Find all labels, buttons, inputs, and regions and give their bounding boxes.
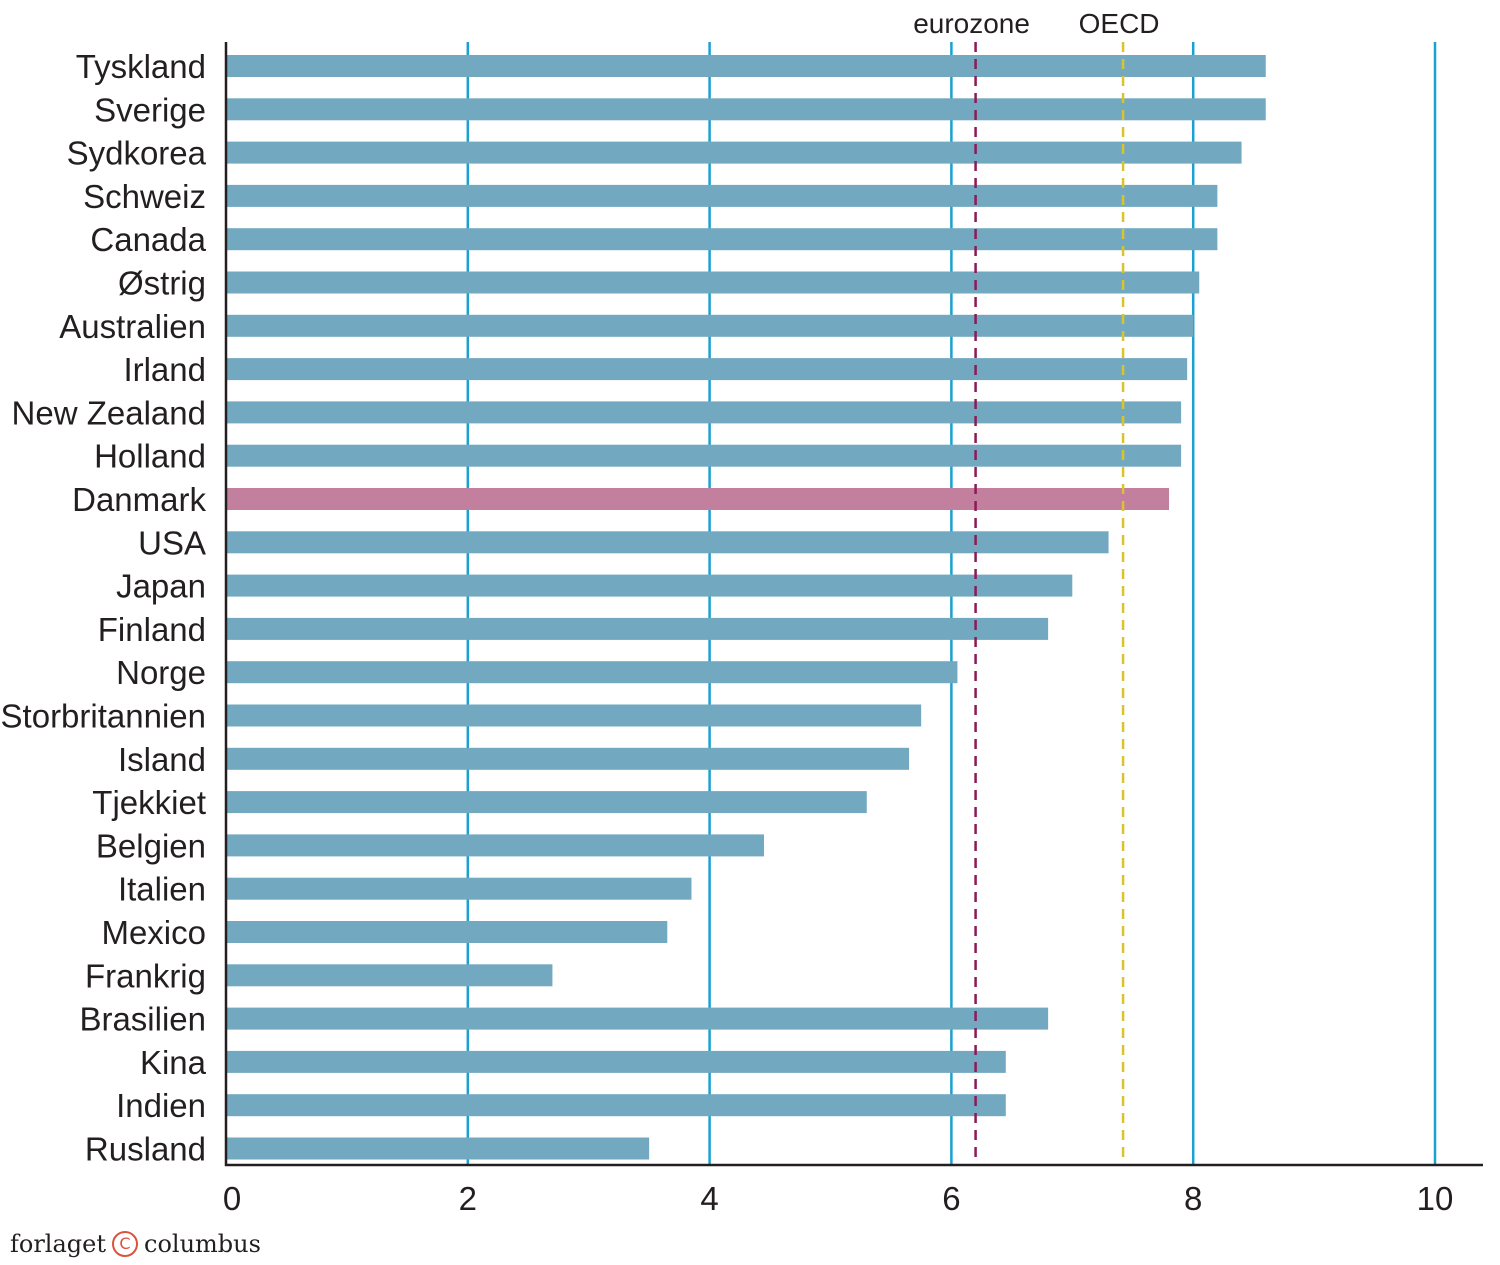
category-label: New Zealand: [12, 394, 206, 431]
publisher-footer: forlaget C columbus: [10, 1230, 261, 1258]
x-tick-label: 2: [459, 1180, 477, 1217]
bar-frankrig: [226, 964, 553, 987]
bar-australien: [226, 314, 1194, 337]
bar-island: [226, 747, 910, 770]
category-label: Frankrig: [85, 957, 206, 994]
category-label: Canada: [90, 221, 206, 258]
bar-italien: [226, 877, 692, 900]
category-label: Norge: [116, 654, 206, 691]
category-label: Australien: [59, 308, 206, 345]
category-label: Italien: [118, 871, 206, 908]
bar-schweiz: [226, 184, 1218, 207]
category-label: Sydkorea: [67, 135, 207, 172]
x-tick-label: 6: [942, 1180, 960, 1217]
copyright-icon: C: [112, 1231, 138, 1257]
category-label: Tyskland: [76, 48, 206, 85]
bar-finland: [226, 617, 1049, 640]
bar-kina: [226, 1050, 1006, 1073]
category-label: Storbritannien: [1, 698, 206, 735]
x-tick-label: 0: [223, 1180, 241, 1217]
bar-canada: [226, 228, 1218, 251]
category-label: Kina: [140, 1044, 207, 1081]
category-label: Sverige: [94, 91, 206, 128]
bar-holland: [226, 444, 1182, 467]
bar-indien: [226, 1094, 1006, 1117]
publisher-name-left: forlaget: [10, 1230, 106, 1258]
category-label: Island: [118, 741, 206, 778]
bar-sydkorea: [226, 141, 1242, 164]
category-label: USA: [138, 524, 206, 561]
category-label: Holland: [94, 438, 206, 475]
bar-norge: [226, 661, 958, 684]
category-label: Irland: [123, 351, 206, 388]
bar-belgien: [226, 834, 765, 857]
bar-usa: [226, 531, 1109, 554]
category-label: Tjekkiet: [92, 784, 206, 821]
bar-danmark: [226, 488, 1170, 510]
reference-label-oecd: OECD: [1079, 8, 1160, 39]
bar-storbritannien: [226, 704, 922, 727]
reference-label-eurozone: eurozone: [913, 8, 1030, 39]
x-tick-label: 8: [1184, 1180, 1202, 1217]
bar-tjekkiet: [226, 791, 867, 814]
category-label: Schweiz: [83, 178, 206, 215]
bar-mexico: [226, 921, 668, 943]
category-label: Østrig: [118, 265, 206, 302]
publisher-name-right: columbus: [144, 1230, 261, 1258]
category-label: Rusland: [85, 1131, 206, 1168]
bar-japan: [226, 574, 1073, 597]
bar-new-zealand: [226, 401, 1182, 424]
category-label: Danmark: [72, 481, 206, 518]
category-label: Brasilien: [79, 1001, 206, 1038]
category-label: Finland: [98, 611, 206, 648]
category-label: Japan: [116, 568, 206, 605]
x-tick-label: 4: [700, 1180, 718, 1217]
x-tick-label: 10: [1417, 1180, 1454, 1217]
category-label: Belgien: [96, 827, 206, 864]
bar-østrig: [226, 271, 1200, 294]
bar-tyskland: [226, 55, 1266, 77]
category-label: Mexico: [101, 914, 206, 951]
bar-brasilien: [226, 1007, 1049, 1030]
bar-sverige: [226, 98, 1266, 121]
bar-rusland: [226, 1137, 650, 1160]
bar-irland: [226, 358, 1188, 381]
category-label: Indien: [116, 1087, 206, 1124]
